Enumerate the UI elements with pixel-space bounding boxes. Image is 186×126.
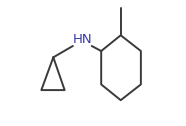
- Text: HN: HN: [73, 33, 92, 46]
